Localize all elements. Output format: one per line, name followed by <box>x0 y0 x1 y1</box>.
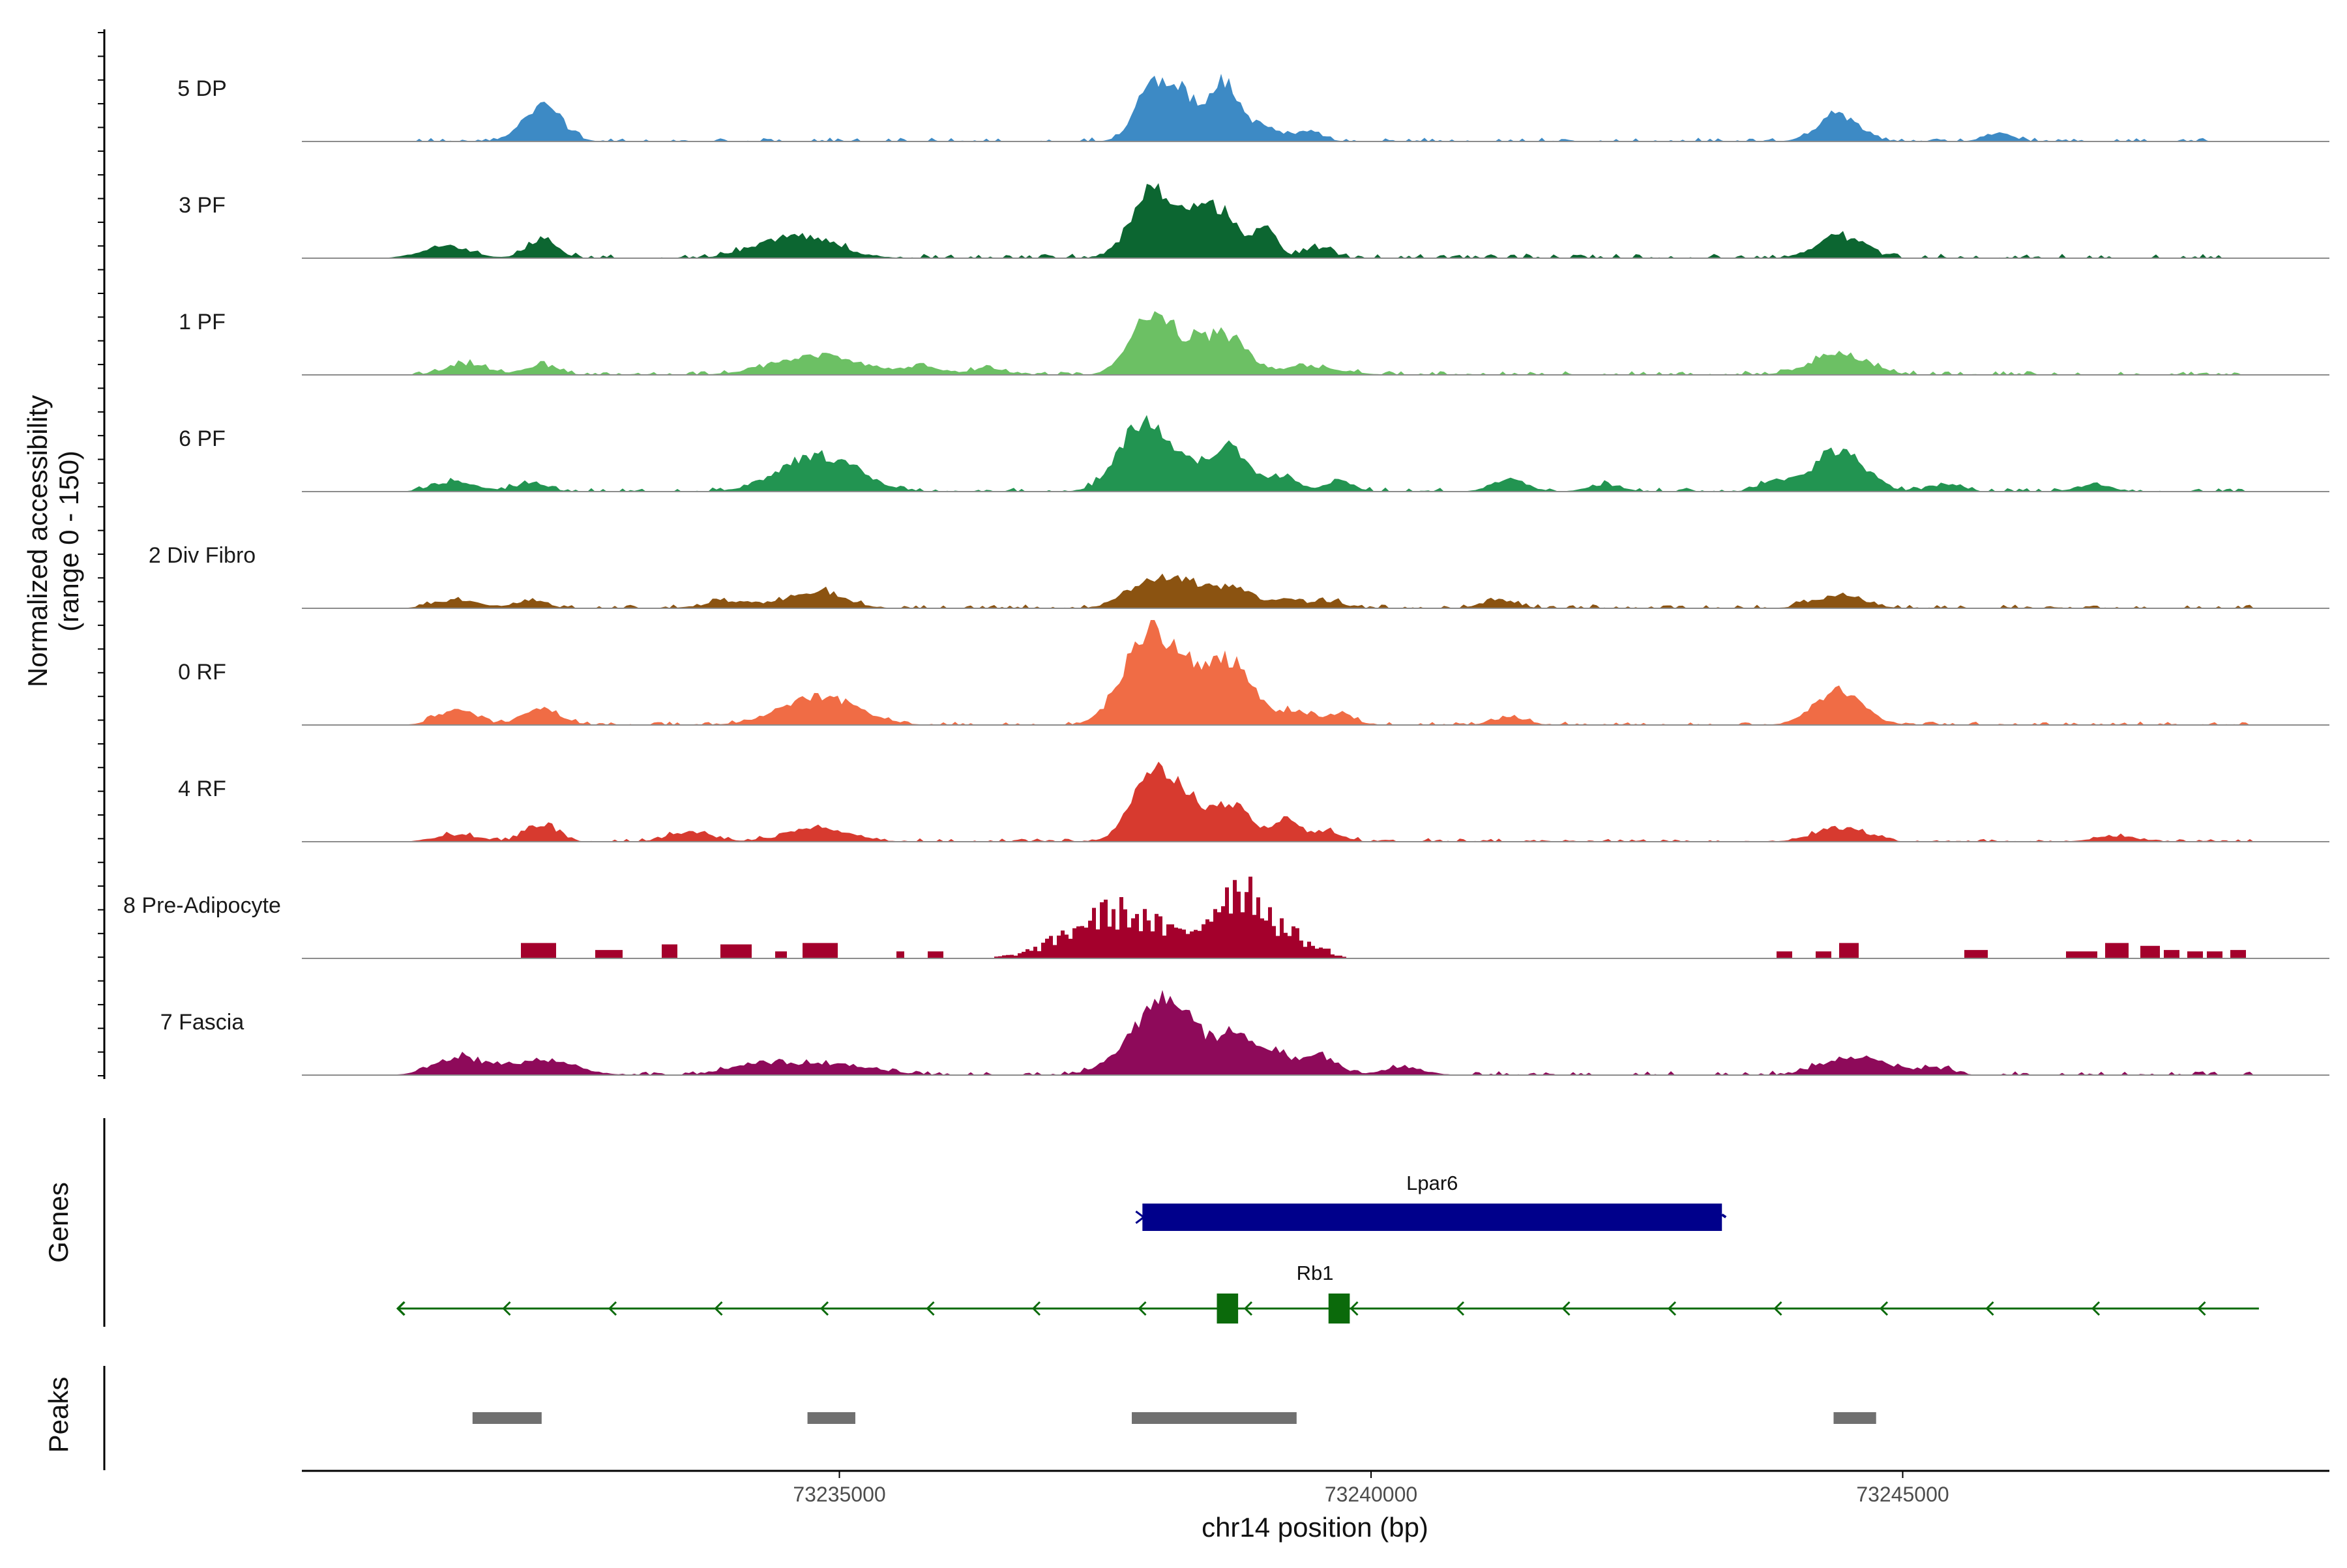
left-axes <box>98 29 106 1470</box>
track-1-pf: 1 PF <box>179 310 2329 376</box>
strand-arrow-icon <box>1773 1301 1782 1316</box>
track-label: 8 Pre-Adipocyte <box>123 893 281 918</box>
x-axis: 73235000 73240000 73245000 <box>302 1470 2329 1506</box>
strand-arrow-icon <box>396 1301 406 1316</box>
peak-region <box>1833 1412 1876 1424</box>
strand-arrow-icon <box>1455 1301 1465 1316</box>
coverage-area <box>302 990 2329 1075</box>
strand-arrow-icon <box>2197 1301 2206 1316</box>
gene-rb1: Rb1 <box>396 1262 2259 1324</box>
strand-arrow-icon <box>714 1301 723 1316</box>
strand-arrow-icon <box>926 1301 935 1316</box>
coverage-area <box>302 573 2329 608</box>
gene-end-mark <box>1721 1213 1727 1219</box>
strand-arrow-icon <box>1243 1301 1253 1316</box>
strand-arrow-icon <box>502 1301 511 1316</box>
strand-arrow-icon <box>1031 1301 1041 1316</box>
track-4-rf: 4 RF <box>178 762 2329 842</box>
track-2-div-fibro: 2 Div Fibro <box>149 543 2329 609</box>
peaks-axis-title: Peaks <box>43 1377 74 1453</box>
track-0-rf: 0 RF <box>178 620 2329 726</box>
strand-arrow-icon <box>1350 1301 1359 1316</box>
strand-arrow-icon <box>608 1301 617 1316</box>
x-axis-title: chr14 position (bp) <box>1202 1512 1428 1543</box>
coverage-area <box>302 415 2329 492</box>
track-8-pre-adipocyte: 8 Pre-Adipocyte <box>123 876 2332 959</box>
y-axis-range-label: (range 0 - 150) <box>53 451 84 632</box>
coverage-tracks: 5 DP 3 PF 1 PF 6 PF 2 Div Fibro 0 RF 4 RF 8 Pre… <box>123 74 2332 1076</box>
gene-lpar6: Lpar6 <box>1135 1172 1727 1231</box>
track-label: 3 PF <box>179 193 226 218</box>
strand-arrow-icon <box>2091 1301 2101 1316</box>
coverage-area <box>302 183 2329 258</box>
gene-exon <box>1328 1294 1350 1324</box>
gene-label: Lpar6 <box>1406 1172 1458 1194</box>
gene-body <box>1142 1204 1722 1231</box>
peaks-track <box>472 1412 1876 1424</box>
strand-arrow-icon <box>1985 1301 1994 1316</box>
track-6-pf: 6 PF <box>179 415 2329 492</box>
coverage-area <box>302 74 2329 141</box>
track-label: 5 DP <box>177 76 227 101</box>
track-label: 6 PF <box>179 426 226 451</box>
strand-arrow-icon <box>819 1301 829 1316</box>
y-axis-title: Normalized accessibility <box>22 395 53 687</box>
x-tick-label: 73240000 <box>1325 1483 1417 1506</box>
strand-arrow-icon <box>1135 1210 1145 1224</box>
coverage-area <box>302 311 2329 375</box>
strand-arrow-icon <box>1138 1301 1147 1316</box>
x-tick-label: 73245000 <box>1856 1483 1949 1506</box>
gene-exon <box>1217 1294 1239 1324</box>
track-3-pf: 3 PF <box>179 183 2329 259</box>
gene-label: Rb1 <box>1297 1262 1334 1284</box>
gene-annotation-track: Lpar6 Rb1 <box>396 1172 2259 1324</box>
track-label: 2 Div Fibro <box>149 543 256 568</box>
track-label: 0 RF <box>178 660 226 685</box>
peak-region <box>472 1412 542 1424</box>
strand-arrow-icon <box>1879 1301 1889 1316</box>
strand-arrow-icon <box>1667 1301 1677 1316</box>
track-label: 1 PF <box>179 310 226 334</box>
x-tick-label: 73235000 <box>793 1483 885 1506</box>
strand-arrow-icon <box>1561 1301 1571 1316</box>
track-label: 4 RF <box>178 777 226 801</box>
track-5-dp: 5 DP <box>177 74 2329 142</box>
track-7-fascia: 7 Fascia <box>160 990 2329 1076</box>
peak-region <box>1132 1412 1297 1424</box>
genes-axis-title: Genes <box>43 1182 74 1263</box>
peak-region <box>807 1412 855 1424</box>
track-label: 7 Fascia <box>160 1010 244 1035</box>
